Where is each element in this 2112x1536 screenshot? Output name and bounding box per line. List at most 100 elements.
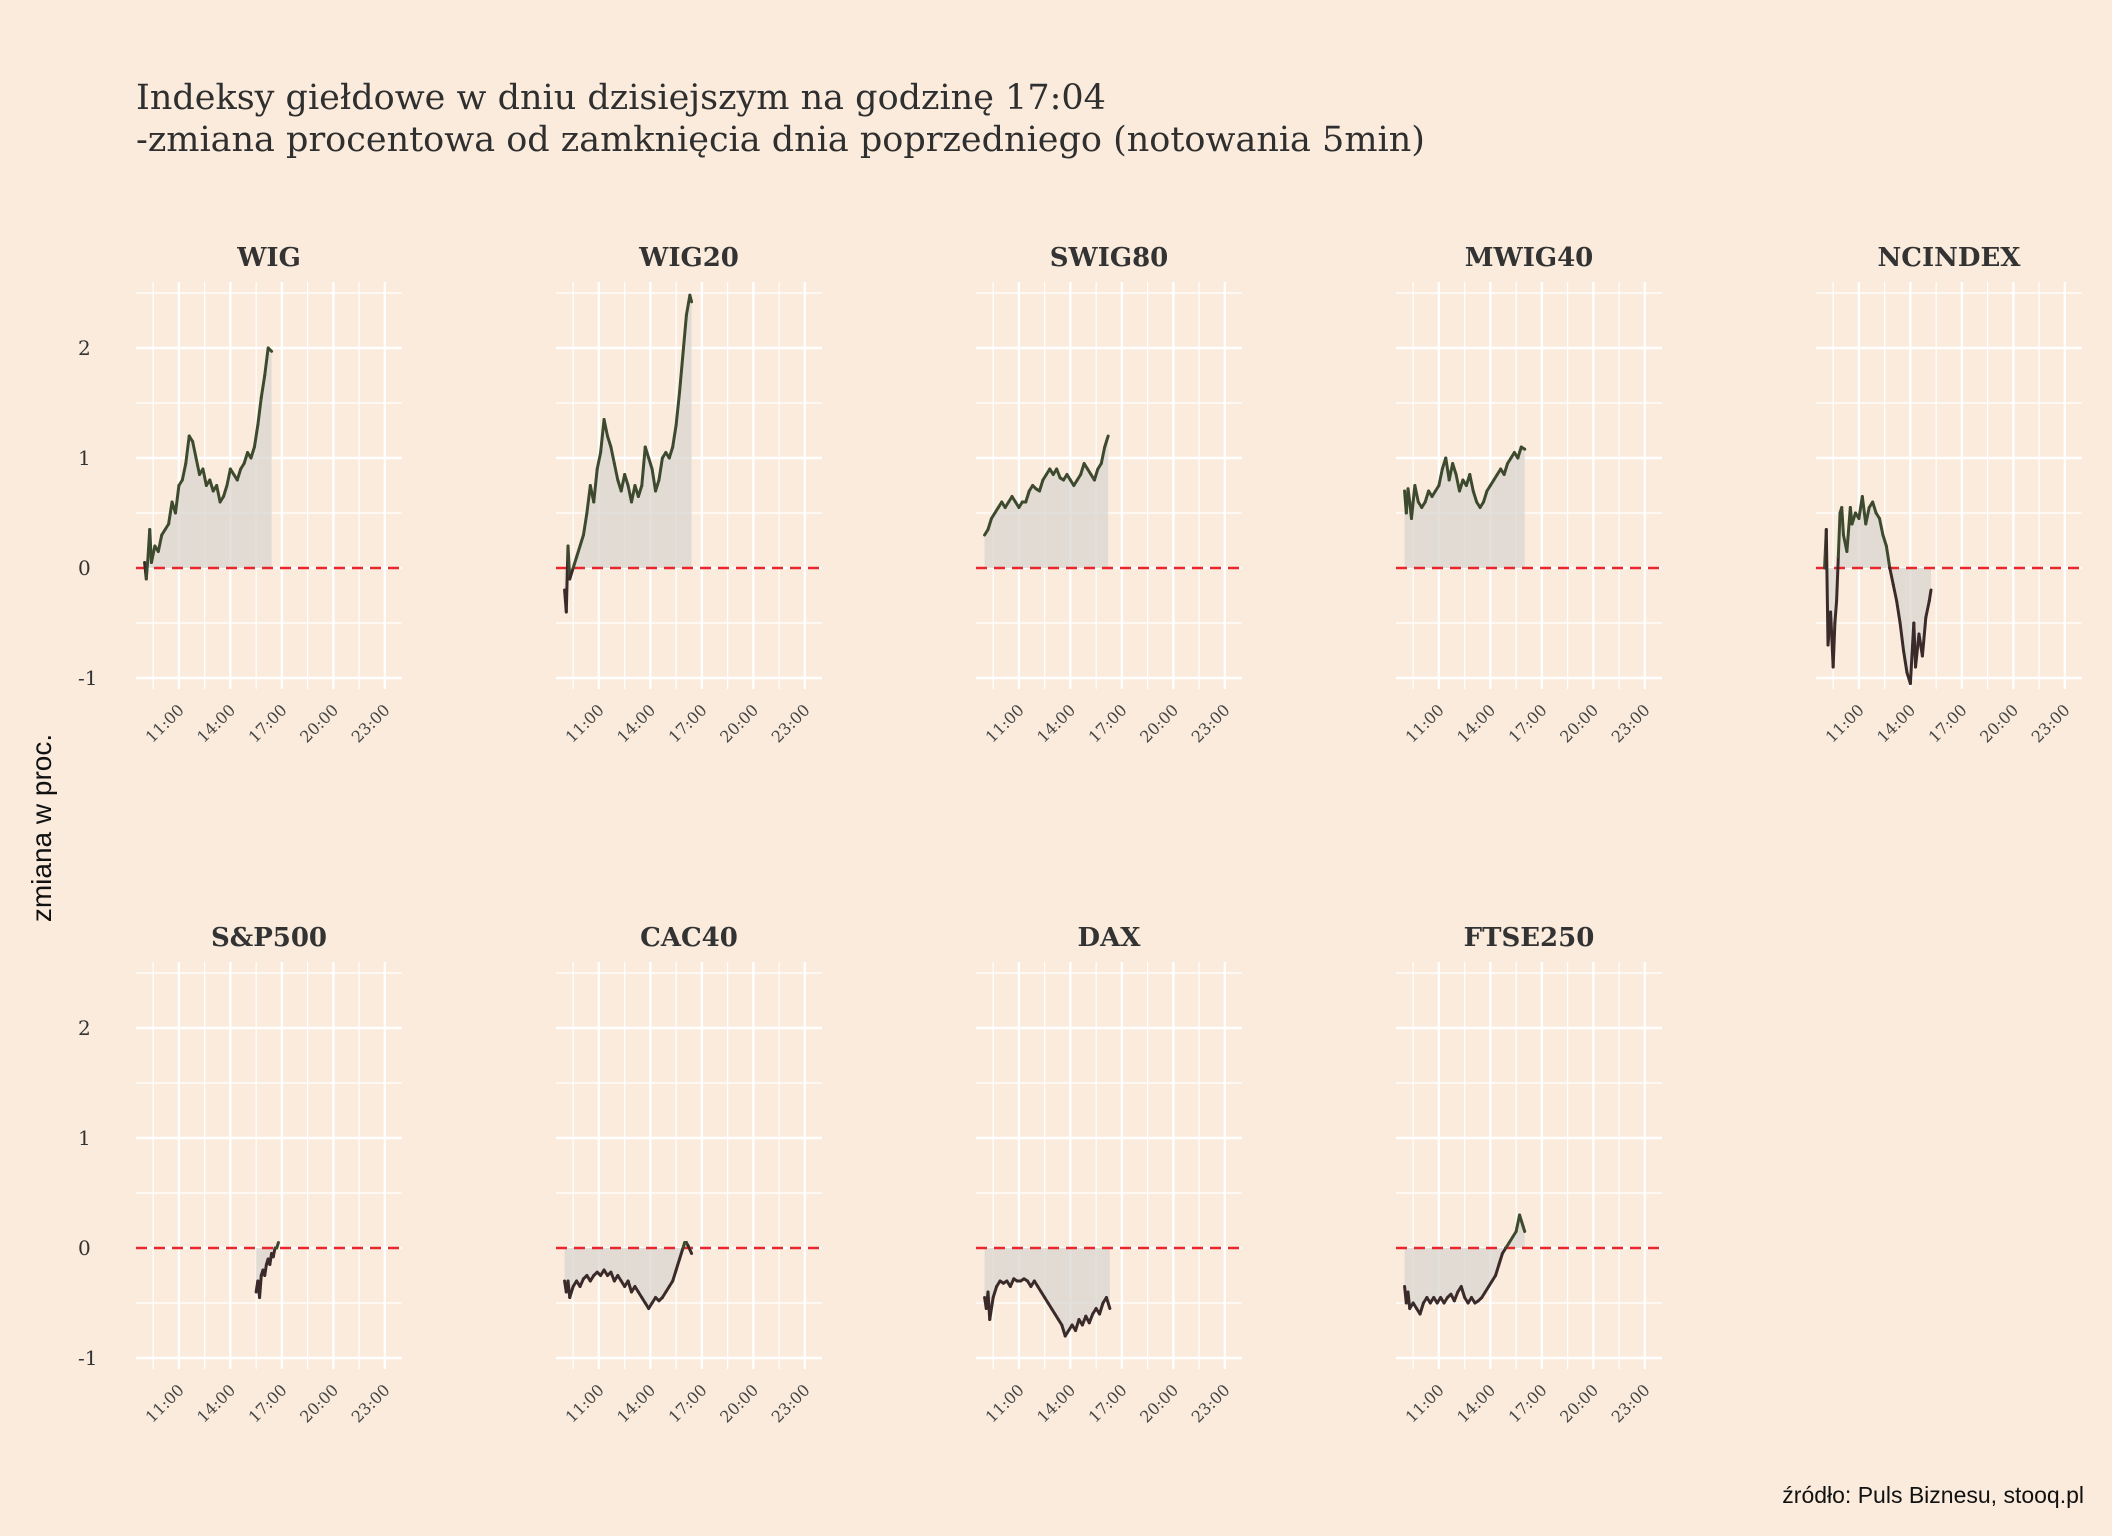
x-tick-label: 23:00	[1188, 1380, 1234, 1426]
x-tick-label: 11:00	[1402, 1380, 1448, 1426]
series-line-segment	[225, 467, 232, 487]
series-line-segment	[167, 500, 174, 526]
series-line-segment	[581, 511, 589, 537]
facet-mwig40: MWIG40 11:00 14:00 17:00 20:00 23:00	[1396, 243, 1662, 746]
x-tick-label: 23:00	[348, 700, 394, 746]
series-line-segment	[258, 1274, 263, 1299]
x-tick-label: 14:00	[1033, 1380, 1079, 1426]
facet-s-p500: S&P500 -1 0 1 2 11:00 14:00 17:00 20:00 23:00	[78, 923, 402, 1426]
series-line-segment	[657, 456, 664, 482]
x-tick-label: 23:00	[1608, 1380, 1654, 1426]
series-line-segment	[599, 418, 606, 454]
series-line-segment	[1833, 599, 1839, 625]
x-tick-label: 23:00	[768, 1380, 814, 1426]
series-line-segment	[575, 544, 582, 559]
series-line-segment	[1521, 1224, 1527, 1233]
facet-title: WIG	[236, 243, 301, 273]
series-line-segment	[678, 352, 685, 394]
x-tick-label: 20:00	[296, 700, 342, 746]
x-tick-label: 23:00	[2028, 700, 2074, 746]
x-tick-label: 23:00	[1188, 700, 1234, 746]
series-line-segment	[671, 1268, 678, 1283]
series-line-segment	[1437, 467, 1444, 487]
series-line-segment	[636, 484, 644, 498]
area-fill	[564, 295, 692, 612]
x-tick-label: 20:00	[1136, 1380, 1182, 1426]
facet-title: CAC40	[640, 923, 738, 953]
x-tick-label: 20:00	[296, 1380, 342, 1426]
series-line-segment	[1519, 445, 1527, 451]
series-line-segment	[1451, 462, 1458, 476]
series-line-segment	[1895, 599, 1902, 625]
series-line-segment	[686, 1244, 694, 1255]
series-line-segment	[222, 484, 229, 498]
facet-title: DAX	[1078, 923, 1142, 953]
x-tick-label: 11:00	[1402, 700, 1448, 746]
series-line-segment	[1055, 467, 1062, 480]
x-tick-label: 14:00	[193, 1380, 239, 1426]
x-tick-label: 14:00	[1453, 1380, 1499, 1426]
series-line-segment	[149, 544, 157, 564]
x-tick-label: 20:00	[1556, 1380, 1602, 1426]
x-tick-label: 17:00	[245, 700, 291, 746]
series-line-segment	[991, 1285, 999, 1299]
x-tick-label: 14:00	[613, 1380, 659, 1426]
x-tick-label: 20:00	[716, 700, 762, 746]
x-tick-label: 23:00	[348, 1380, 394, 1426]
series-line-segment	[1104, 1296, 1112, 1310]
series-line-segment	[191, 440, 198, 460]
series-line-segment	[623, 473, 630, 487]
chart-title-line-1: Indeksy giełdowe w dniu dzisiejszym na g…	[136, 78, 1106, 118]
series-line-segment	[1024, 489, 1031, 504]
series-line-segment	[1518, 1213, 1525, 1228]
series-line-segment	[1927, 588, 1933, 603]
series-line-segment	[640, 445, 647, 487]
series-line-segment	[215, 484, 222, 504]
series-line-segment	[647, 456, 654, 471]
series-line-segment	[184, 434, 191, 465]
x-tick-label: 11:00	[982, 700, 1028, 746]
series-line-segment	[1891, 583, 1899, 603]
facet-swig80: SWIG80 11:00 14:00 17:00 20:00 23:00	[976, 243, 1242, 746]
x-tick-label: 11:00	[562, 700, 608, 746]
y-tick-label: 1	[78, 1126, 91, 1150]
series-line-segment	[578, 533, 585, 548]
series-line-segment	[1087, 1312, 1095, 1325]
x-tick-label: 14:00	[613, 700, 659, 746]
area-fill	[1404, 1215, 1525, 1314]
chart-title-line-2: -zmiana procentowa od zamknięcia dnia po…	[136, 120, 1425, 160]
facet-dax: DAX 11:00 14:00 17:00 20:00 23:00	[976, 923, 1242, 1426]
y-tick-label: 0	[78, 556, 91, 580]
series-line-segment	[988, 1296, 995, 1321]
series-line-segment	[650, 467, 658, 493]
y-tick-label: -1	[78, 666, 97, 690]
facet-title: SWIG80	[1050, 243, 1169, 273]
x-tick-label: 17:00	[1505, 700, 1551, 746]
x-tick-label: 17:00	[665, 700, 711, 746]
series-line-segment	[1924, 599, 1931, 619]
x-tick-label: 20:00	[1136, 700, 1182, 746]
x-tick-label: 17:00	[1505, 1380, 1551, 1426]
x-tick-label: 14:00	[1873, 700, 1919, 746]
x-tick-label: 20:00	[1556, 700, 1602, 746]
x-tick-label: 23:00	[1608, 700, 1654, 746]
facet-title: WIG20	[638, 243, 739, 273]
y-tick-label: -1	[78, 1346, 97, 1370]
series-line-segment	[1413, 484, 1420, 504]
series-line-segment	[1098, 1301, 1105, 1316]
area-fill	[984, 436, 1109, 568]
x-tick-label: 11:00	[562, 1380, 608, 1426]
series-line-segment	[1037, 478, 1045, 493]
series-line-segment	[256, 396, 263, 427]
x-tick-label: 14:00	[193, 700, 239, 746]
x-tick-label: 17:00	[1925, 700, 1971, 746]
series-line-segment	[249, 445, 256, 460]
x-tick-label: 17:00	[665, 1380, 711, 1426]
x-tick-label: 11:00	[982, 1380, 1028, 1426]
x-tick-label: 17:00	[1085, 700, 1131, 746]
series-line-segment	[1824, 528, 1830, 647]
series-line-segment	[1092, 467, 1100, 482]
series-line-segment	[1898, 621, 1906, 652]
area-fill	[564, 1242, 692, 1309]
